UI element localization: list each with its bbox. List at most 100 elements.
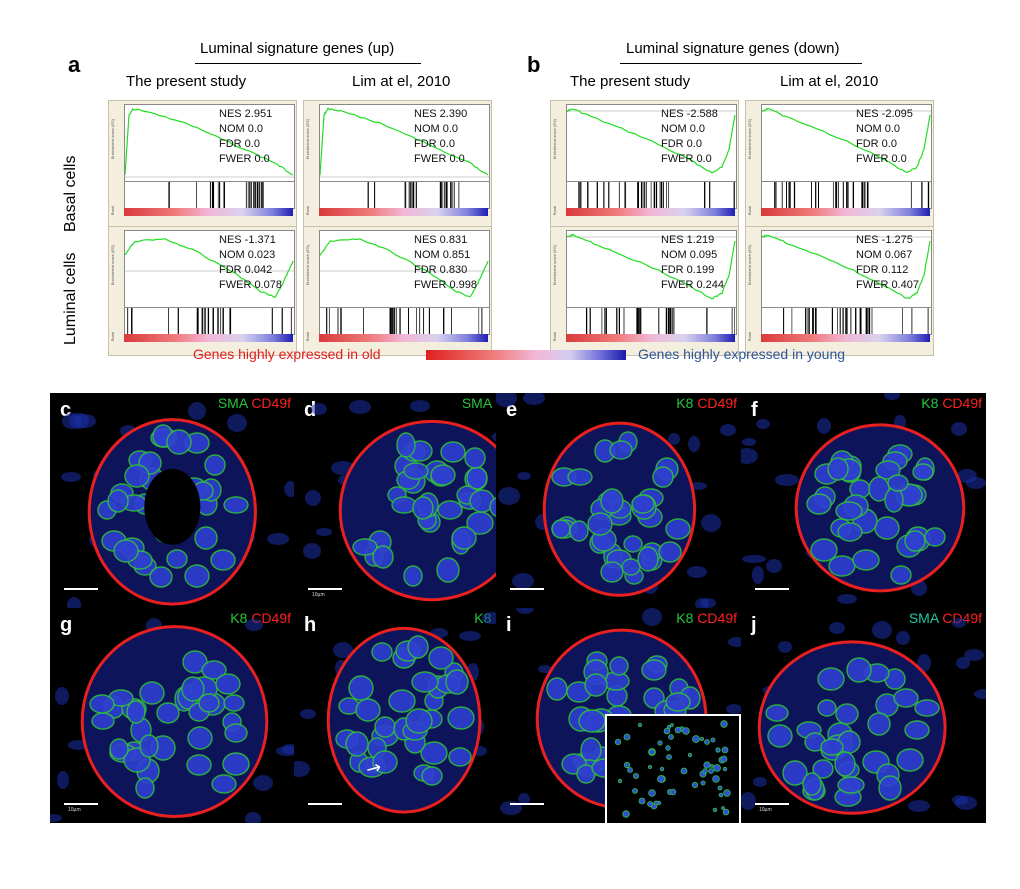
gene-hit-barcode	[124, 307, 295, 335]
epithelial-cell	[126, 700, 146, 724]
panel-label-a: a	[68, 52, 81, 77]
epithelial-cell	[867, 712, 891, 736]
gsea-stat-line: FWER 0.078	[219, 279, 282, 291]
gsea-stat-line: FWER 0.998	[414, 279, 477, 291]
stromal-nucleus	[267, 533, 289, 545]
stain-marker-2: CD49f	[697, 395, 737, 411]
tissue-image	[50, 618, 295, 823]
epithelial-cell	[436, 557, 460, 583]
gene-hit-barcode	[124, 181, 295, 209]
enrichment-score-line	[320, 238, 489, 298]
gsea-plot: Enrichment score (ES) Rank NES 1.219 NOM …	[550, 226, 739, 356]
stain-legend: K8 CD49f	[676, 610, 737, 626]
inset-cell	[659, 766, 665, 772]
stromal-nucleus	[311, 403, 327, 415]
gsea-stat-line: FDR 0.0	[414, 138, 455, 150]
inset-cell	[721, 746, 729, 754]
epithelial-cell	[631, 494, 655, 514]
epithelial-cell	[113, 539, 139, 563]
epithelial-cell	[887, 474, 909, 492]
inset-cell	[703, 761, 711, 769]
epithelial-cell	[878, 775, 902, 801]
epithelial-cell	[827, 457, 849, 481]
tissue-image	[294, 612, 539, 814]
stromal-nucleus	[67, 597, 81, 608]
epithelial-cell	[802, 772, 822, 796]
stromal-nucleus	[742, 438, 756, 446]
epithelial-cell	[828, 555, 856, 577]
stromal-nucleus	[245, 619, 263, 631]
rank-axis-label: Rank	[747, 206, 752, 216]
rank-heatmap-bar	[124, 208, 293, 216]
epithelial-cell	[448, 747, 472, 767]
inset-cell	[665, 745, 671, 751]
epithelial-cell	[223, 694, 245, 712]
epithelial-cell	[355, 698, 381, 722]
epithelial-cell	[139, 734, 159, 758]
epithelial-cell	[166, 549, 188, 569]
gsea-stats: NES 2.390 NOM 0.0 FDR 0.0 FWER 0.0	[414, 107, 467, 167]
epithelial-cell	[637, 546, 659, 572]
hit-lines	[326, 308, 483, 334]
epithelial-cell	[184, 564, 210, 588]
stromal-nucleus	[50, 814, 62, 822]
epithelial-cell	[904, 720, 930, 740]
micrograph-label: d	[304, 399, 317, 421]
epithelial-cell	[372, 750, 398, 774]
stromal-nucleus	[908, 800, 930, 812]
epithelial-cell	[345, 731, 369, 757]
es-axis-label: Enrichment score (ES)	[305, 245, 310, 286]
epithelial-cell	[428, 646, 454, 670]
inset-cell	[638, 797, 646, 805]
micrograph-c: c SMA CD49f	[50, 393, 295, 608]
inset-cell	[718, 792, 724, 798]
inset-cell	[666, 754, 672, 760]
enrichment-curve	[762, 234, 931, 299]
epithelial-cell	[584, 673, 608, 697]
enrichment-plot-area	[124, 104, 295, 182]
enrichment-curve	[762, 107, 931, 174]
gene-hit-barcode	[761, 181, 932, 209]
inset-cell	[708, 768, 714, 774]
epithelial-cell	[914, 699, 940, 717]
es-axis-label: Enrichment score (ES)	[747, 245, 752, 286]
inset-cell	[657, 775, 665, 783]
gsea-stats: NES -2.095 NOM 0.0 FDR 0.0 FWER 0.0	[856, 107, 913, 167]
group-underline-up	[195, 63, 421, 64]
epithelial-cell	[405, 708, 433, 734]
rank-axis-label: Rank	[305, 332, 310, 342]
inset-cell	[637, 722, 643, 728]
stromal-nucleus	[756, 419, 770, 429]
epithelial-cell	[466, 466, 488, 490]
inset-cell	[722, 808, 730, 816]
inset-cell	[700, 736, 705, 741]
epithelial-cell	[546, 677, 568, 701]
gsea-stat-line: NES 1.219	[661, 234, 715, 246]
epithelial-cell	[904, 530, 926, 552]
rank-heatmap-bar	[124, 334, 293, 342]
gsea-plot: Enrichment score (ES) Rank NES 2.951 NOM …	[108, 100, 297, 230]
es-axis-label: Enrichment score (ES)	[110, 245, 115, 286]
epithelial-cell	[187, 726, 213, 750]
gsea-stat-line: NOM 0.0	[856, 123, 901, 135]
epithelial-cell	[924, 527, 946, 547]
epithelial-cell	[407, 635, 429, 659]
epithelial-cell	[403, 462, 429, 480]
epithelial-cell	[139, 681, 165, 705]
stromal-nucleus	[720, 424, 736, 436]
epithelial-cell	[374, 716, 396, 738]
epithelial-cell	[641, 659, 667, 681]
epithelial-cell	[224, 723, 248, 743]
stromal-nucleus	[753, 777, 767, 787]
epithelial-cell	[875, 460, 901, 480]
epithelial-cell	[89, 694, 115, 714]
epithelial-cell	[852, 549, 880, 571]
es-axis-label: Enrichment score (ES)	[552, 245, 557, 286]
enrichment-score-line	[567, 108, 736, 174]
micrograph-f: f K8 CD49f	[741, 393, 986, 608]
hit-lines	[578, 182, 735, 208]
epithelial-cell	[222, 752, 250, 776]
stromal-nucleus	[496, 393, 517, 407]
es-axis-label: Enrichment score (ES)	[110, 119, 115, 160]
epithelial-cell	[198, 693, 220, 713]
